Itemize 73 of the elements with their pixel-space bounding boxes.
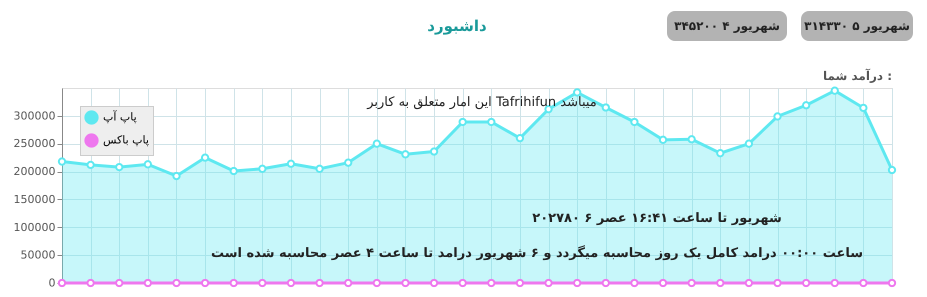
point	[687, 135, 696, 144]
point	[401, 150, 410, 158]
point	[172, 278, 181, 288]
point	[859, 104, 868, 112]
point	[172, 172, 181, 180]
legend-label: پاپ آپ	[103, 110, 137, 124]
point	[286, 160, 296, 168]
y-tick-label: 250000	[14, 137, 56, 150]
point	[372, 278, 381, 288]
point	[888, 278, 896, 288]
y-tick-label: 100000	[14, 220, 56, 234]
point	[744, 278, 754, 288]
point	[230, 278, 238, 288]
point	[830, 278, 839, 288]
point	[658, 278, 668, 288]
point	[716, 278, 724, 288]
point	[458, 118, 467, 126]
point	[200, 153, 210, 162]
text: ۳۱۴۳۳۰ ۵ شهریور	[804, 19, 910, 33]
chart-title: داشبورد	[427, 17, 488, 35]
point	[115, 278, 124, 288]
point	[487, 278, 496, 288]
point	[344, 278, 352, 288]
annotation: این امار متعلق به کاربر Tafrihifun میباشد	[366, 95, 597, 110]
point	[859, 278, 868, 288]
point	[888, 166, 896, 174]
point	[430, 147, 438, 156]
point	[200, 278, 210, 288]
point	[401, 278, 410, 288]
point	[602, 103, 610, 112]
point	[144, 278, 152, 288]
point	[286, 278, 296, 288]
point	[344, 158, 352, 167]
point	[144, 160, 152, 168]
y-tick-label: 300000	[14, 109, 56, 122]
point	[315, 278, 324, 288]
point	[658, 136, 668, 144]
point	[516, 134, 524, 142]
point	[86, 278, 95, 288]
point	[230, 166, 238, 176]
point	[802, 101, 810, 110]
point	[544, 278, 553, 288]
point	[258, 278, 267, 288]
annotation: ساعت ۰۰:۰۰ درامد کامل یک روز محاسبه میگردد و ۶ شهریور درامد تا ساعت ۴ عصر محاسبه شده است	[210, 245, 864, 261]
point	[516, 278, 524, 288]
annotation: ۲۰۲۷۸۰ ۶ شهریور تا ساعت ۱۶:۴۱ عصر	[532, 211, 782, 226]
point	[802, 278, 810, 288]
legend-label: پاپ باکس	[103, 134, 149, 146]
point	[258, 164, 267, 173]
point	[487, 118, 496, 126]
y-tick-label: 150000	[14, 192, 56, 206]
point	[315, 164, 324, 173]
point	[372, 140, 381, 148]
point	[573, 278, 582, 288]
point	[716, 149, 724, 158]
point	[744, 140, 754, 148]
y-tick-label: 200000	[14, 165, 56, 178]
point	[773, 112, 782, 121]
point	[115, 162, 124, 172]
point	[86, 160, 95, 170]
y-tick-label: 50000	[20, 248, 56, 262]
chart-subtitle: درآمد شما :	[822, 68, 892, 83]
point	[773, 278, 782, 288]
point	[602, 278, 610, 288]
y-tick-label: 0	[48, 276, 56, 290]
point	[687, 278, 696, 288]
point	[58, 157, 66, 166]
point	[830, 86, 839, 95]
point	[430, 278, 438, 288]
point	[458, 278, 467, 288]
point	[630, 118, 639, 126]
text: ۳۴۵۲۰۰ ۴ شهریور	[674, 19, 780, 33]
point	[630, 278, 639, 288]
